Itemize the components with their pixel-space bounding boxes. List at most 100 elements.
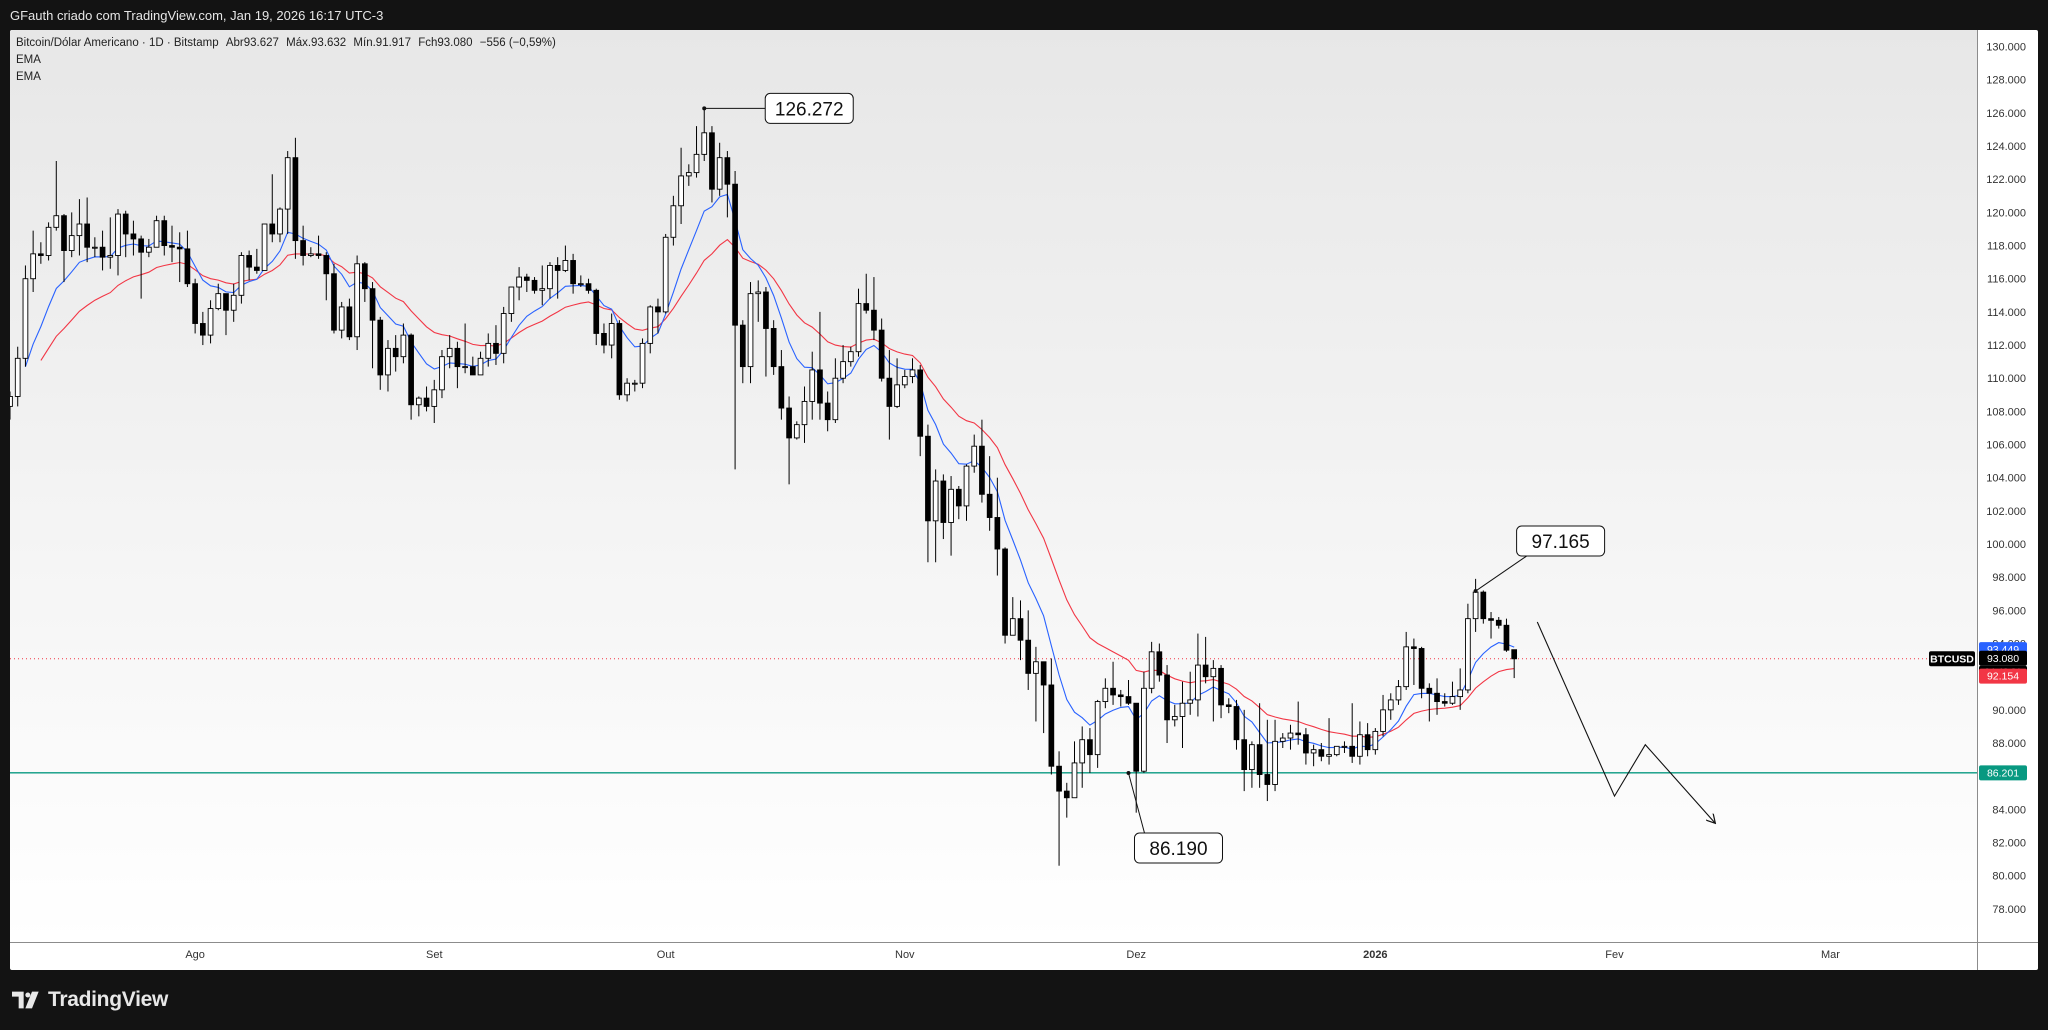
candle[interactable] (855, 288, 862, 357)
candle[interactable] (1125, 680, 1132, 705)
candle[interactable] (1040, 661, 1047, 734)
candle[interactable] (277, 207, 283, 243)
candle[interactable] (130, 220, 137, 256)
candle[interactable] (778, 350, 785, 420)
candle[interactable] (832, 358, 839, 423)
candle[interactable] (1164, 665, 1170, 744)
candle[interactable] (871, 277, 877, 341)
candle[interactable] (1079, 726, 1086, 788)
candle[interactable] (724, 151, 731, 218)
ema-slow-line[interactable] (40, 238, 1515, 738)
candle[interactable] (161, 215, 168, 256)
candle[interactable] (678, 147, 684, 225)
candlestick-chart[interactable]: 126.272 86.190 97.165 78.000 80.000 82.000 84… (10, 30, 2038, 970)
candle[interactable] (1357, 721, 1363, 765)
candle[interactable] (1141, 671, 1147, 773)
candle[interactable] (593, 288, 600, 346)
candle[interactable] (685, 164, 692, 186)
candle[interactable] (1480, 590, 1487, 624)
candle[interactable] (1133, 702, 1140, 813)
candle[interactable] (284, 151, 291, 234)
candle[interactable] (115, 209, 121, 276)
candle[interactable] (1249, 741, 1255, 788)
candle[interactable] (1318, 743, 1325, 762)
candle[interactable] (508, 286, 515, 322)
price-marker[interactable]: 93.080 (1979, 650, 2027, 666)
candle[interactable] (1110, 661, 1116, 705)
candle[interactable] (408, 333, 414, 420)
candle[interactable] (323, 252, 330, 301)
candle[interactable] (415, 396, 422, 417)
candle[interactable] (616, 320, 623, 400)
candle[interactable] (107, 217, 114, 269)
candle[interactable] (1349, 703, 1356, 763)
tradingview-logo[interactable]: TradingView (12, 988, 168, 1012)
candle[interactable] (423, 386, 430, 412)
candle[interactable] (354, 255, 360, 351)
candle[interactable] (215, 283, 222, 311)
candle[interactable] (138, 235, 144, 299)
candle[interactable] (1002, 547, 1008, 644)
candle[interactable] (917, 364, 924, 457)
candle[interactable] (693, 126, 700, 178)
candle[interactable] (793, 421, 800, 440)
candle[interactable] (1210, 660, 1217, 722)
candle[interactable] (377, 316, 384, 390)
candle[interactable] (1418, 646, 1425, 699)
candle[interactable] (817, 311, 823, 420)
candle[interactable] (1063, 782, 1070, 818)
candle[interactable] (1372, 728, 1379, 755)
candle[interactable] (207, 300, 214, 344)
candle[interactable] (847, 346, 854, 367)
candle[interactable] (1287, 724, 1294, 750)
candle[interactable] (994, 477, 1001, 576)
candle[interactable] (1380, 694, 1386, 737)
candle[interactable] (176, 232, 183, 283)
candle[interactable] (1048, 658, 1055, 775)
candle[interactable] (1148, 641, 1155, 694)
price-callout[interactable]: 126.272 (702, 92, 854, 124)
candle[interactable] (585, 278, 592, 294)
candle[interactable] (732, 170, 738, 470)
candle[interactable] (963, 464, 970, 521)
candle[interactable] (122, 210, 129, 258)
candle[interactable] (1326, 718, 1332, 765)
candle[interactable] (608, 313, 615, 359)
candle[interactable] (99, 230, 106, 271)
candle[interactable] (554, 257, 561, 299)
candle[interactable] (331, 263, 337, 334)
candle[interactable] (253, 248, 260, 274)
candle[interactable] (1333, 745, 1340, 757)
candle[interactable] (1403, 631, 1410, 690)
candle[interactable] (1218, 665, 1224, 719)
candle[interactable] (1511, 649, 1518, 679)
candle[interactable] (500, 306, 507, 364)
candle[interactable] (631, 379, 638, 392)
time-axis[interactable]: Ago Set Out Nov Dez 2026 Fev Mar (185, 949, 1840, 961)
candle[interactable] (801, 386, 808, 443)
candle[interactable] (361, 262, 368, 302)
price-marker[interactable]: 86.201 (1979, 765, 2027, 781)
candle[interactable] (878, 318, 885, 382)
candle[interactable] (392, 335, 399, 372)
candle[interactable] (84, 197, 90, 263)
candle[interactable] (1241, 709, 1248, 792)
candle[interactable] (146, 238, 152, 258)
candle[interactable] (570, 253, 576, 294)
candle[interactable] (30, 230, 36, 292)
candle[interactable] (1087, 728, 1093, 773)
candle[interactable] (601, 323, 607, 354)
candle[interactable] (909, 358, 916, 384)
projection-arrow[interactable] (1536, 621, 1714, 823)
candle[interactable] (1364, 723, 1371, 757)
candle[interactable] (68, 212, 75, 258)
candle[interactable] (1426, 683, 1433, 722)
candle[interactable] (925, 424, 931, 563)
price-marker[interactable]: BTCUSD (1929, 651, 1975, 667)
candle[interactable] (1233, 699, 1240, 750)
candle[interactable] (1411, 638, 1417, 685)
candle[interactable] (894, 358, 900, 409)
candle[interactable] (38, 242, 44, 264)
symbol-row[interactable]: Bitcoin/Dólar Americano · 1D · Bitstamp … (16, 35, 556, 52)
candle[interactable] (385, 340, 391, 392)
